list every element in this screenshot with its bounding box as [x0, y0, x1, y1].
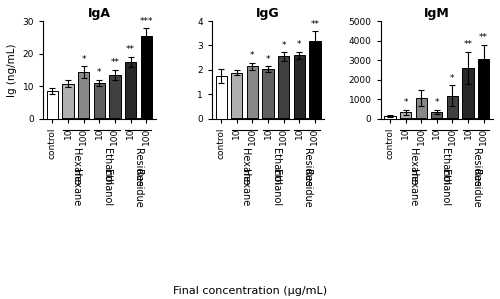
Bar — [125, 62, 136, 119]
Text: Hexane: Hexane — [240, 169, 250, 207]
Text: Final concentration (μg/mL): Final concentration (μg/mL) — [173, 286, 327, 296]
Text: *: * — [297, 40, 302, 49]
Bar — [231, 73, 242, 119]
Bar — [294, 55, 305, 119]
Text: *: * — [404, 98, 408, 107]
Text: **: ** — [464, 40, 472, 50]
Bar — [140, 36, 152, 119]
Bar — [478, 59, 490, 119]
Text: Residue: Residue — [134, 169, 143, 208]
Text: Residue: Residue — [302, 169, 312, 208]
Bar — [216, 76, 227, 119]
Text: *: * — [282, 41, 286, 50]
Text: **: ** — [126, 45, 135, 54]
Bar — [47, 91, 58, 119]
Text: Residue: Residue — [471, 148, 481, 187]
Text: **: ** — [479, 33, 488, 42]
Bar — [278, 57, 289, 119]
Bar — [384, 116, 396, 119]
Bar — [400, 112, 411, 119]
Bar — [310, 41, 320, 119]
Bar — [110, 75, 120, 119]
Text: Ethanol: Ethanol — [102, 169, 112, 207]
Text: *: * — [434, 98, 439, 107]
Bar — [431, 112, 442, 119]
Text: Hexane: Hexane — [240, 148, 250, 185]
Text: *: * — [82, 55, 86, 64]
Text: **: ** — [110, 58, 120, 68]
Text: Hexane: Hexane — [71, 148, 81, 185]
Text: Ethanol: Ethanol — [102, 148, 112, 185]
Text: **: ** — [310, 20, 320, 29]
Text: Ethanol: Ethanol — [271, 148, 281, 185]
Bar — [416, 98, 427, 119]
Title: IgA: IgA — [88, 7, 111, 20]
Bar — [262, 69, 274, 119]
Text: Residue: Residue — [471, 169, 481, 208]
Text: Ethanol: Ethanol — [440, 148, 450, 185]
Title: IgM: IgM — [424, 7, 450, 20]
Text: Hexane: Hexane — [71, 169, 81, 207]
Text: Hexane: Hexane — [408, 169, 418, 207]
Text: ***: *** — [140, 17, 153, 26]
Bar — [62, 83, 74, 119]
Title: IgG: IgG — [256, 7, 280, 20]
Text: Residue: Residue — [134, 148, 143, 187]
Bar — [247, 66, 258, 119]
Text: Ethanol: Ethanol — [440, 169, 450, 207]
Text: *: * — [266, 55, 270, 64]
Bar — [462, 68, 473, 119]
Text: *: * — [450, 74, 454, 83]
Text: Ethanol: Ethanol — [271, 169, 281, 207]
Text: *: * — [250, 51, 254, 60]
Text: Residue: Residue — [302, 148, 312, 187]
Bar — [94, 83, 105, 119]
Text: *: * — [97, 68, 102, 77]
Y-axis label: Ig (ng/mL): Ig (ng/mL) — [7, 43, 17, 97]
Text: Hexane: Hexane — [408, 148, 418, 185]
Bar — [447, 96, 458, 119]
Bar — [78, 72, 90, 119]
